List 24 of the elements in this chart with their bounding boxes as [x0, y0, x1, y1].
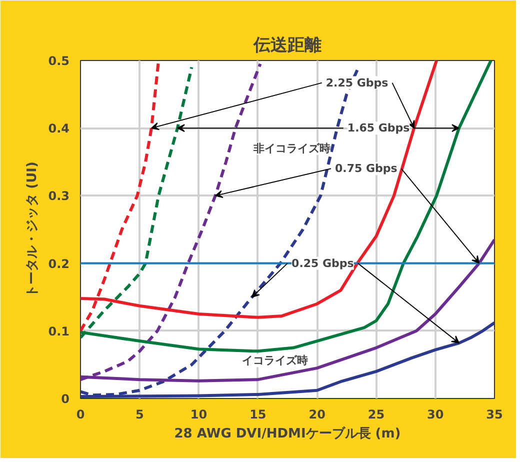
y-tick-label: 0 [61, 392, 70, 406]
x-tick-label: 30 [427, 408, 444, 422]
x-tick-label: 20 [308, 408, 326, 422]
y-tick-label: 0.3 [48, 189, 70, 204]
y-tick-label: 0.2 [48, 256, 70, 271]
annotation: イコライズ時 [242, 354, 308, 368]
x-axis-title: 28 AWG DVI/HDMIケーブル長 (m) [174, 426, 401, 442]
line-series [80, 60, 492, 353]
y-tick-label: 0.5 [48, 54, 70, 68]
y-tick-label: 0.1 [48, 324, 70, 338]
x-tick-label: 0 [76, 408, 85, 422]
annotation: 0.25 Gbps [292, 256, 354, 270]
y-tick-label: 0.4 [48, 122, 70, 136]
x-tick-label: 25 [368, 408, 385, 422]
x-tick-label: 5 [135, 408, 144, 422]
annotation: 1.65 Gbps [347, 122, 410, 135]
annotation: 2.25 Gbps [326, 76, 389, 90]
x-tick-label: 10 [190, 408, 208, 422]
annotation: 非イコライズ時 [252, 142, 331, 155]
chart-title: 伝送距離 [252, 36, 322, 56]
y-axis-title: トータル・ジッタ (UI) [25, 162, 40, 298]
annotation: 0.75 Gbps [335, 162, 398, 176]
x-tick-label: 35 [486, 408, 503, 422]
x-tick-label: 15 [250, 408, 266, 422]
